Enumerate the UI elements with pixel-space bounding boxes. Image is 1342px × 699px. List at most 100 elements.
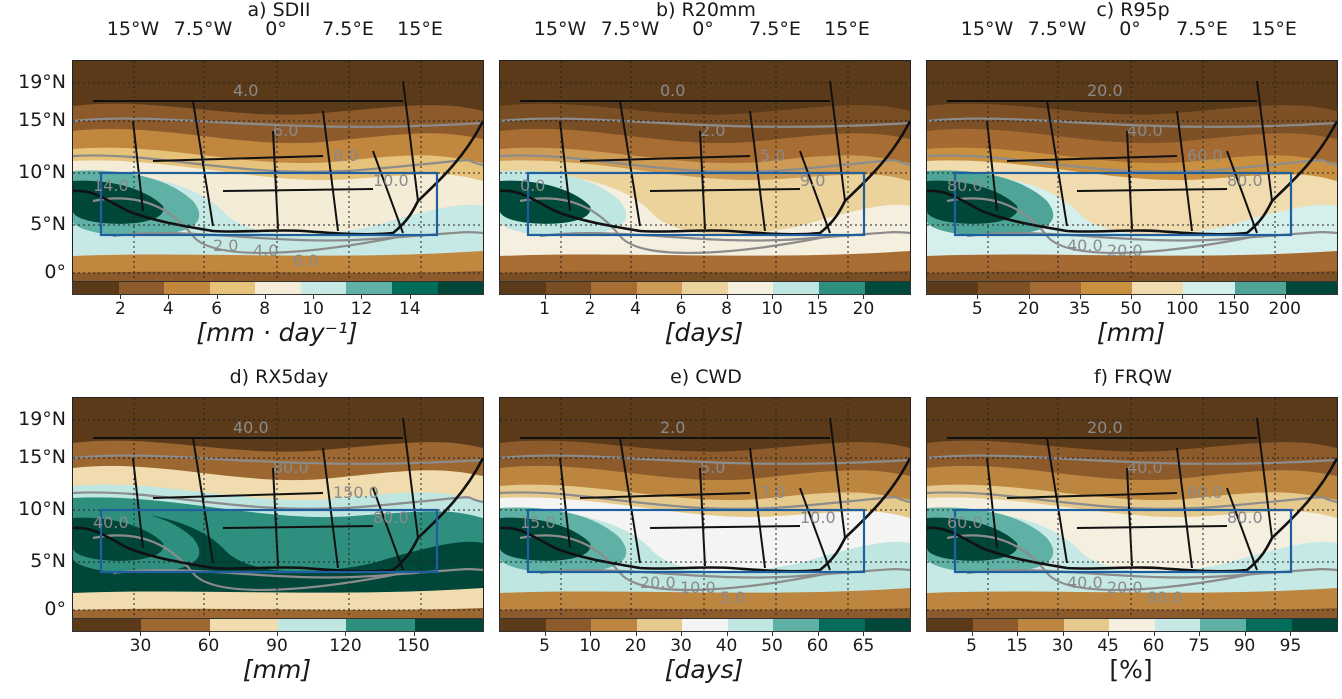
contour-label: 5.0 <box>720 588 745 607</box>
colorbar-tick-label: 10 <box>302 299 324 319</box>
colorbar <box>72 618 484 632</box>
contour-line <box>519 197 831 255</box>
country-border <box>192 437 214 564</box>
colorbar-tick-label: 40 <box>715 636 738 656</box>
colorbar-tick-label: 60 <box>197 636 220 656</box>
map-area: 20.0 40.0 60.0 80.0 80.0 40.0 20.0 <box>926 60 1338 293</box>
colorbar-tick-label: 30 <box>1051 636 1074 656</box>
contour-label: 10.0 <box>373 171 409 190</box>
contour-label: 20.0 <box>640 573 676 592</box>
colorbar-tick-label: 150 <box>397 636 430 656</box>
country-border <box>1226 487 1258 571</box>
contour-label: 40.0 <box>93 513 129 532</box>
colorbar-segment <box>1154 619 1201 631</box>
colorbar-tick-label: 6 <box>675 299 687 319</box>
contour-line <box>927 491 1337 510</box>
panel-title: c) R95p <box>1096 0 1170 21</box>
longitude-label: 0° <box>692 18 714 40</box>
colorbar-tickmark <box>1153 631 1155 636</box>
colorbar-tickmark <box>277 631 278 636</box>
contour-line <box>539 568 910 579</box>
country-border <box>1076 525 1228 529</box>
colorbar-segment <box>1234 282 1286 294</box>
colorbar-tick-label: 90 <box>266 636 288 656</box>
colorbar-tickmark <box>681 631 683 636</box>
panel-title: e) CWD <box>670 366 742 388</box>
contour-label: 2.0 <box>700 121 725 140</box>
colorbar-segment <box>1132 282 1184 294</box>
longitude-label: 0° <box>1119 18 1141 40</box>
colorbar-tickmark <box>1079 294 1081 299</box>
contour-label: 80.0 <box>1227 171 1263 190</box>
colorbar-tickmark <box>863 631 865 636</box>
colorbar-tickmark <box>863 294 865 299</box>
contour-label: 7.0 <box>760 483 785 502</box>
colorbar-tickmark <box>1182 294 1184 299</box>
contour-label: 60.0 <box>1187 483 1223 502</box>
filled-contour <box>73 517 164 561</box>
contour-line <box>519 534 831 592</box>
colorbar-tick-label: 30 <box>670 636 692 656</box>
contour-label: 6.0 <box>293 251 318 270</box>
longitude-label: 7.5°E <box>322 18 374 40</box>
country-border <box>619 100 641 227</box>
map-area: 2.0 5.0 7.0 10.0 15.0 20.0 10.0 5.0 <box>499 397 911 630</box>
colorbar-unit: [mm] <box>242 655 312 684</box>
colorbar-tick-label: 2 <box>584 299 596 319</box>
colorbar-tick-label: 4 <box>162 299 174 319</box>
colorbar-segment <box>773 619 819 631</box>
country-border <box>222 525 374 529</box>
colorbar-tickmark <box>140 631 142 636</box>
longitude-label: 15°W <box>533 18 587 40</box>
colorbar-tickmark <box>216 294 218 299</box>
country-border <box>579 155 751 162</box>
colorbar-tickmark <box>635 294 637 299</box>
colorbar-tick-label: 65 <box>852 636 875 656</box>
contour-line <box>539 231 910 242</box>
contour-label: 8.0 <box>333 146 358 165</box>
longitude-label: 7.5°W <box>600 18 660 40</box>
colorbar-segment <box>591 282 637 294</box>
colorbar-segment <box>346 619 415 631</box>
map-canvas: 20.040.060.080.080.040.0 20.0 <box>927 61 1337 292</box>
country-border <box>1006 492 1178 499</box>
colorbar <box>499 281 911 295</box>
contour-label: 40.0 <box>1127 121 1163 140</box>
country-border <box>372 150 404 234</box>
colorbar-tickmark <box>1199 631 1201 636</box>
country-border <box>1046 437 1068 564</box>
colorbar-tickmark <box>1062 631 1064 636</box>
country-border <box>1256 80 1273 202</box>
contour-label: 5.0 <box>700 458 725 477</box>
colorbar-tick-label: 10 <box>761 299 783 319</box>
map-canvas: 4.0 6.0 8.0 10.0 14.0 2.0 4.0 6.0 <box>73 61 483 292</box>
country-border <box>1046 100 1068 227</box>
colorbar-tickmark <box>590 294 592 299</box>
colorbar-segment <box>255 282 301 294</box>
contour-label: 60.0 <box>1187 146 1223 165</box>
latitude-label: 5°N <box>30 213 66 235</box>
contour-line <box>73 454 483 465</box>
colorbar-tick-label: 150 <box>1217 299 1250 319</box>
colorbar-tickmark <box>971 631 973 636</box>
contour-label: 5.0 <box>760 146 785 165</box>
colorbar-segment <box>864 619 911 631</box>
contour-line <box>73 154 483 173</box>
panel-title: f) FRQW <box>1093 366 1172 388</box>
colorbar <box>926 618 1338 632</box>
country-border <box>1176 110 1193 232</box>
colorbar-tick-label: 45 <box>1097 636 1119 656</box>
contour-label: 20.0 <box>1087 418 1123 437</box>
colorbar-tick-label: 20 <box>624 636 647 656</box>
map-area: 4.0 6.0 8.0 10.0 14.0 2.0 4.0 6.0 <box>72 60 484 293</box>
coastline <box>73 457 483 573</box>
colorbar-tickmark <box>313 294 315 299</box>
map-area: 0.0 2.0 5.0 9.0 0.0 <box>499 60 911 293</box>
colorbar-segment <box>414 619 483 631</box>
contour-line <box>500 117 910 128</box>
colorbar-segment <box>209 619 278 631</box>
longitude-label: 15°W <box>960 18 1014 40</box>
country-border <box>322 447 339 569</box>
colorbar-tickmark <box>413 631 415 636</box>
colorbar-segment <box>773 282 819 294</box>
